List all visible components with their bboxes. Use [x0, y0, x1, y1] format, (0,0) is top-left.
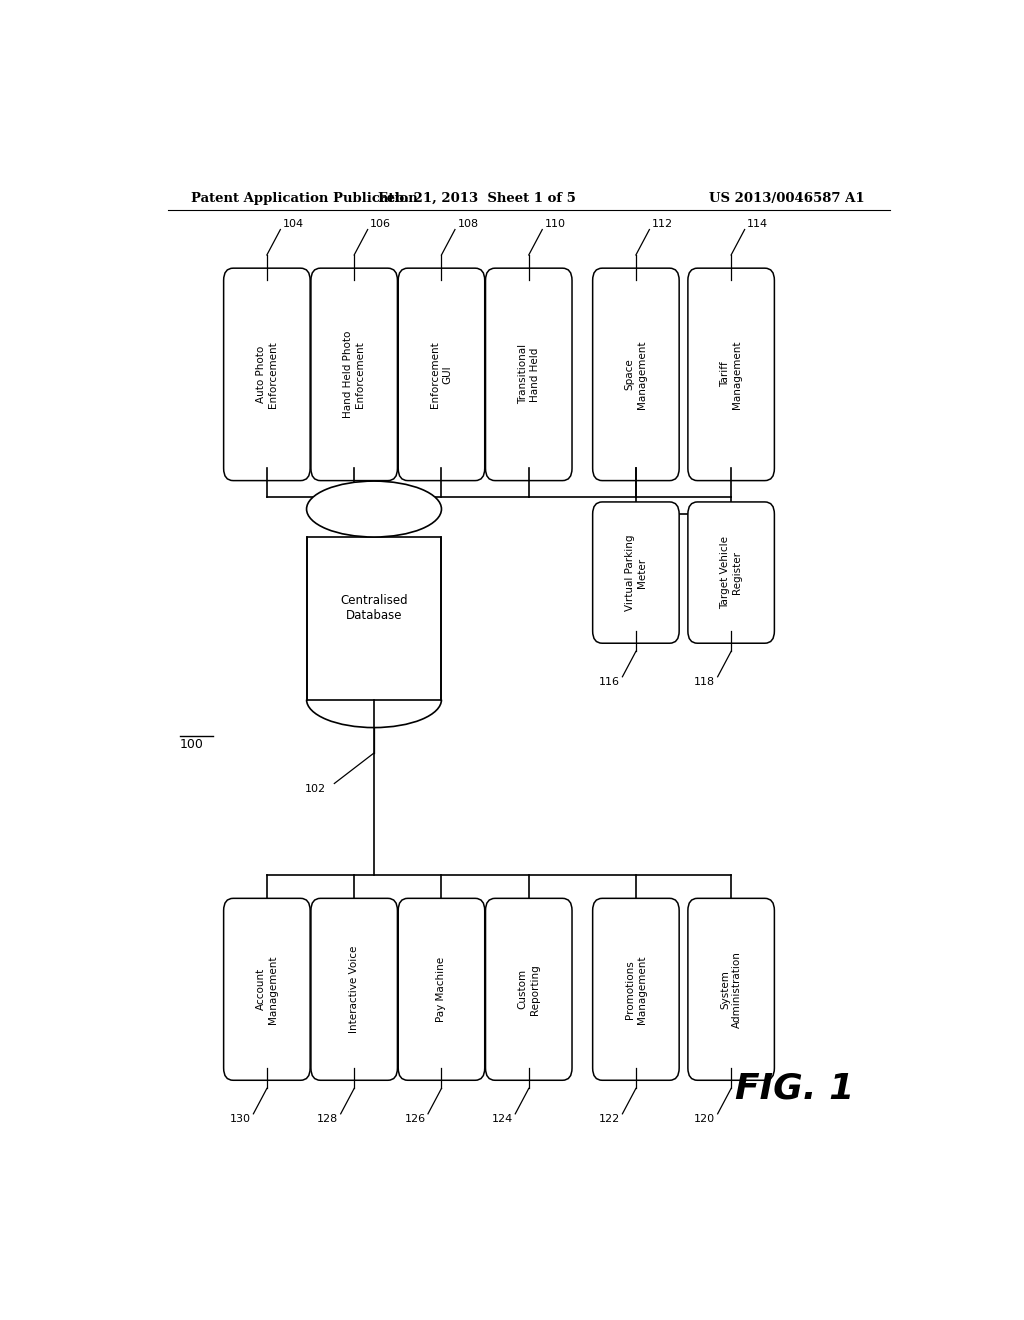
FancyBboxPatch shape [688, 268, 774, 480]
Text: 104: 104 [283, 219, 304, 230]
Text: 126: 126 [404, 1114, 426, 1123]
Text: Feb. 21, 2013  Sheet 1 of 5: Feb. 21, 2013 Sheet 1 of 5 [378, 191, 577, 205]
FancyBboxPatch shape [485, 899, 572, 1080]
FancyBboxPatch shape [593, 899, 679, 1080]
Text: Centralised
Database: Centralised Database [340, 594, 408, 622]
FancyBboxPatch shape [688, 502, 774, 643]
Text: 118: 118 [694, 677, 715, 686]
FancyBboxPatch shape [223, 899, 310, 1080]
Bar [306, 537, 441, 700]
Text: Patent Application Publication: Patent Application Publication [191, 191, 418, 205]
FancyBboxPatch shape [311, 899, 397, 1080]
FancyBboxPatch shape [223, 268, 310, 480]
Text: Account
Management: Account Management [256, 956, 279, 1023]
Text: Tariff
Management: Tariff Management [720, 341, 742, 409]
Text: FIG. 1: FIG. 1 [735, 1072, 854, 1105]
Text: 116: 116 [599, 677, 620, 686]
FancyBboxPatch shape [398, 899, 484, 1080]
Text: Pay Machine: Pay Machine [436, 957, 446, 1022]
Text: 130: 130 [230, 1114, 251, 1123]
Text: 128: 128 [317, 1114, 338, 1123]
FancyBboxPatch shape [485, 268, 572, 480]
FancyBboxPatch shape [593, 268, 679, 480]
Text: Enforcement
GUI: Enforcement GUI [430, 341, 453, 408]
FancyBboxPatch shape [688, 899, 774, 1080]
FancyBboxPatch shape [398, 268, 484, 480]
Text: 122: 122 [599, 1114, 620, 1123]
Text: Interactive Voice: Interactive Voice [349, 945, 359, 1034]
Text: 124: 124 [492, 1114, 513, 1123]
Text: Target Vehicle
Register: Target Vehicle Register [720, 536, 742, 609]
Text: Virtual Parking
Meter: Virtual Parking Meter [625, 535, 647, 611]
Text: Promotions
Management: Promotions Management [625, 956, 647, 1023]
Text: 108: 108 [458, 219, 478, 230]
Text: Auto Photo
Enforcement: Auto Photo Enforcement [256, 341, 279, 408]
Text: 106: 106 [370, 219, 391, 230]
Text: Hand Held Photo
Enforcement: Hand Held Photo Enforcement [343, 331, 366, 418]
Text: US 2013/0046587 A1: US 2013/0046587 A1 [709, 191, 864, 205]
Text: 102: 102 [305, 784, 327, 793]
Ellipse shape [306, 480, 441, 537]
Text: 100: 100 [179, 738, 204, 751]
Text: Custom
Reporting: Custom Reporting [517, 964, 540, 1015]
FancyBboxPatch shape [311, 268, 397, 480]
Text: 120: 120 [694, 1114, 715, 1123]
Text: 110: 110 [545, 219, 565, 230]
Text: Space
Management: Space Management [625, 341, 647, 409]
Text: 112: 112 [652, 219, 673, 230]
Text: System
Administration: System Administration [720, 950, 742, 1028]
FancyBboxPatch shape [593, 502, 679, 643]
Text: Transitional
Hand Held: Transitional Hand Held [517, 345, 540, 404]
Text: 114: 114 [748, 219, 768, 230]
